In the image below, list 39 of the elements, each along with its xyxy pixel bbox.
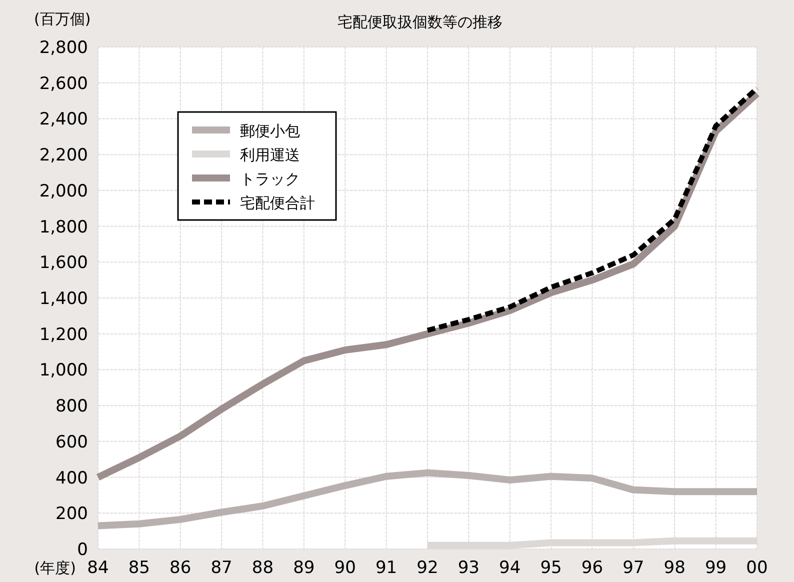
y-tick-label: 1,400 bbox=[39, 289, 88, 309]
y-tick-label: 2,400 bbox=[39, 110, 88, 130]
x-tick-label: 84 bbox=[87, 558, 109, 578]
x-tick-label: 87 bbox=[210, 558, 232, 578]
y-tick-label: 1,200 bbox=[39, 324, 88, 345]
y-tick-label: 2,800 bbox=[39, 38, 88, 58]
legend-label: 宅配便合計 bbox=[240, 194, 315, 212]
y-axis-title: (百万個) bbox=[34, 10, 91, 28]
x-tick-label: 90 bbox=[334, 558, 356, 578]
x-tick-label: 97 bbox=[622, 558, 644, 578]
y-tick-label: 1,600 bbox=[39, 253, 88, 274]
y-tick-label: 400 bbox=[56, 468, 88, 488]
x-tick-label: 88 bbox=[252, 558, 274, 578]
legend-label: 郵便小包 bbox=[240, 122, 300, 140]
x-tick-label: 92 bbox=[416, 558, 438, 578]
x-tick-label: 99 bbox=[704, 558, 727, 578]
y-tick-label: 600 bbox=[56, 432, 88, 452]
y-tick-label: 0 bbox=[77, 540, 88, 560]
chart-title: 宅配便取扱個数等の推移 bbox=[338, 13, 502, 31]
x-tick-label: 96 bbox=[581, 558, 604, 578]
y-tick-label: 2,200 bbox=[39, 146, 88, 166]
x-tick-label: 98 bbox=[664, 558, 686, 578]
x-tick-label: 85 bbox=[128, 558, 150, 578]
legend-label: トラック bbox=[240, 170, 300, 188]
y-tick-label: 2,000 bbox=[39, 181, 88, 202]
x-tick-label: 93 bbox=[458, 558, 480, 578]
x-tick-label: 94 bbox=[499, 558, 521, 578]
y-tick-label: 200 bbox=[56, 504, 88, 524]
y-tick-label: 1,800 bbox=[39, 217, 88, 238]
y-tick-label: 1,000 bbox=[39, 360, 88, 381]
x-tick-label: 86 bbox=[170, 558, 192, 578]
y-tick-label: 800 bbox=[56, 396, 88, 417]
x-tick-label: 00 bbox=[746, 558, 768, 578]
x-tick-label: 95 bbox=[540, 558, 562, 578]
legend-label: 利用運送 bbox=[240, 146, 300, 164]
x-tick-label: 89 bbox=[293, 558, 315, 578]
x-tick-label: 91 bbox=[375, 558, 398, 578]
y-tick-label: 2,600 bbox=[39, 74, 88, 94]
x-axis-title: (年度) bbox=[34, 559, 76, 577]
